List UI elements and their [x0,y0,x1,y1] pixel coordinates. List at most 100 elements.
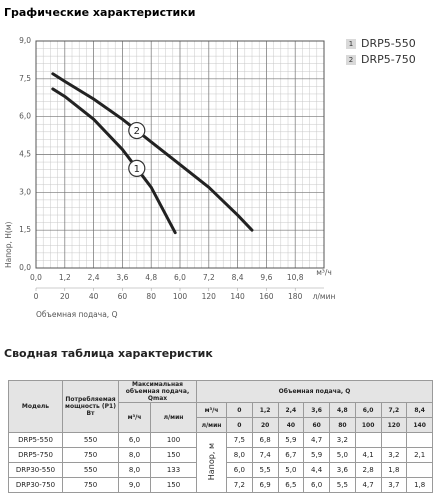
legend-number: 1 [349,40,353,48]
data-cell: 4,4 [303,462,330,478]
y-tick-label: 4,5 [19,150,31,159]
header-cell: 1,2 [251,402,279,418]
header-cell: 40 [277,417,305,433]
header-cell: Максимальная объемная подача, Qmax [118,380,197,403]
data-cell: 550 [62,432,119,448]
chart: Графические характеристики 0,0 1,5 3,0 4,5 6… [4,6,416,319]
x-tick-label: 2,4 [88,273,100,282]
data-cell: 3,2 [329,432,356,448]
data-cell [406,432,434,448]
data-cell: 3,7 [380,477,408,493]
legend-label: DRP5-750 [361,53,416,66]
header-cell: 120 [380,417,408,433]
data-cell: 750 [62,447,119,463]
data-cell: 150 [150,477,197,493]
header-cell: 4,8 [329,402,356,418]
data-cell: 4,7 [303,432,330,448]
data-cell: 5,5 [329,477,356,493]
data-cell [354,432,382,448]
data-cell: 8,0 [118,447,151,463]
head-label: Напор, м [207,442,216,481]
x-tick-label: 4,8 [145,273,157,282]
header-cell: Объемная подача, Q [195,380,434,403]
x2-tick-label: 180 [288,292,303,301]
legend-box [346,55,356,65]
data-cell: 2,8 [354,462,382,478]
data-cell: 6,5 [277,477,305,493]
curve-label: 1 [134,164,140,175]
data-cell: 6,7 [277,447,305,463]
curve [51,72,254,232]
data-cell: 5,9 [277,432,305,448]
header-cell: 8,4 [406,402,434,418]
header-cell: Модель [8,380,63,433]
data-cell: 8,0 [226,447,253,463]
data-cell: 7,4 [251,447,279,463]
data-row: DRP30-550 550 8,0 133 6,0 5,5 5,0 4,4 3,6 2,8 1,8 [8,462,434,478]
legend-box [346,39,356,49]
header-cell: м³/ч [196,402,227,418]
curve-label-circle [128,121,146,140]
data-cell: 5,0 [329,447,356,463]
header-cell: 3,6 [303,402,330,418]
data-cell: 5,5 [251,462,279,478]
x-tick-label: 8,4 [232,273,244,282]
x2-tick-label: 140 [230,292,245,301]
data-cell [380,432,408,448]
legend-label: DRP5-550 [361,37,416,50]
header-cell: 100 [354,417,382,433]
x2-tick-label: 20 [60,292,70,301]
data-cell: 6,0 [303,477,330,493]
data-cell: 3,6 [329,462,356,478]
y-axis-label: Напор, H(м) [4,222,13,268]
x2-tick-label: 0 [34,292,39,301]
y-tick-label: 7,5 [19,74,31,83]
plot-frame [35,40,325,269]
x-tick-label: 0,0 [30,273,42,282]
curve-label-circle [128,159,146,177]
y-tick-label: 9,0 [19,36,31,45]
header-cell: Потребляемая мощность (Р1) Вт [62,380,119,433]
header-cell: л/мин [150,402,197,433]
y-tick-label: 3,0 [19,187,31,196]
data-cell: DRP30-550 [8,462,63,478]
x2-tick-label: 40 [89,292,99,301]
x-axis-label: Объемная подача, Q [36,310,118,319]
x-tick-label: 1,2 [59,273,71,282]
summary-table: Модель Потребляемая мощность (Р1) Вт Макси… [8,380,434,493]
data-cell: 550 [62,462,119,478]
header-cell: 2,4 [277,402,305,418]
data-cell: DRP5-750 [8,447,63,463]
y-tick-label: 1,5 [19,225,31,234]
data-cell: 6,9 [251,477,279,493]
x-tick-label: 7,2 [203,273,215,282]
data-cell: 7,2 [226,477,253,493]
data-cell: 5,0 [277,462,305,478]
y-tick-label: 0,0 [19,263,31,272]
data-cell: DRP30-750 [8,477,63,493]
x2-tick-label: 160 [259,292,274,301]
curve [51,87,177,235]
curve-label: 2 [134,126,140,137]
data-cell: 1,8 [380,462,408,478]
data-cell: DRP5-550 [8,432,63,448]
header-cell: 80 [329,417,356,433]
header-cell: 60 [303,417,330,433]
data-cell: 4,7 [354,477,382,493]
table-title: Сводная таблица характеристик [4,347,213,360]
data-cell: 1,8 [406,477,434,493]
header-cell: 0 [226,417,253,433]
x2-unit: л/мин [313,292,336,301]
data-cell: 133 [150,462,197,478]
x2-tick-label: 120 [202,292,217,301]
header-cell: 6,0 [354,402,382,418]
data-cell: 8,0 [118,462,151,478]
chart-title: Графические характеристики [4,6,195,19]
header-row: л/мин 0 20 40 60 80 100 120 140 [9,417,434,433]
data-cell: 7,5 [226,432,253,448]
header-row: Модель Потребляемая мощность (Р1) Вт Макси… [8,380,434,433]
data-cell: 750 [62,477,119,493]
header-cell: л/мин [196,417,227,433]
data-cell [406,462,434,478]
